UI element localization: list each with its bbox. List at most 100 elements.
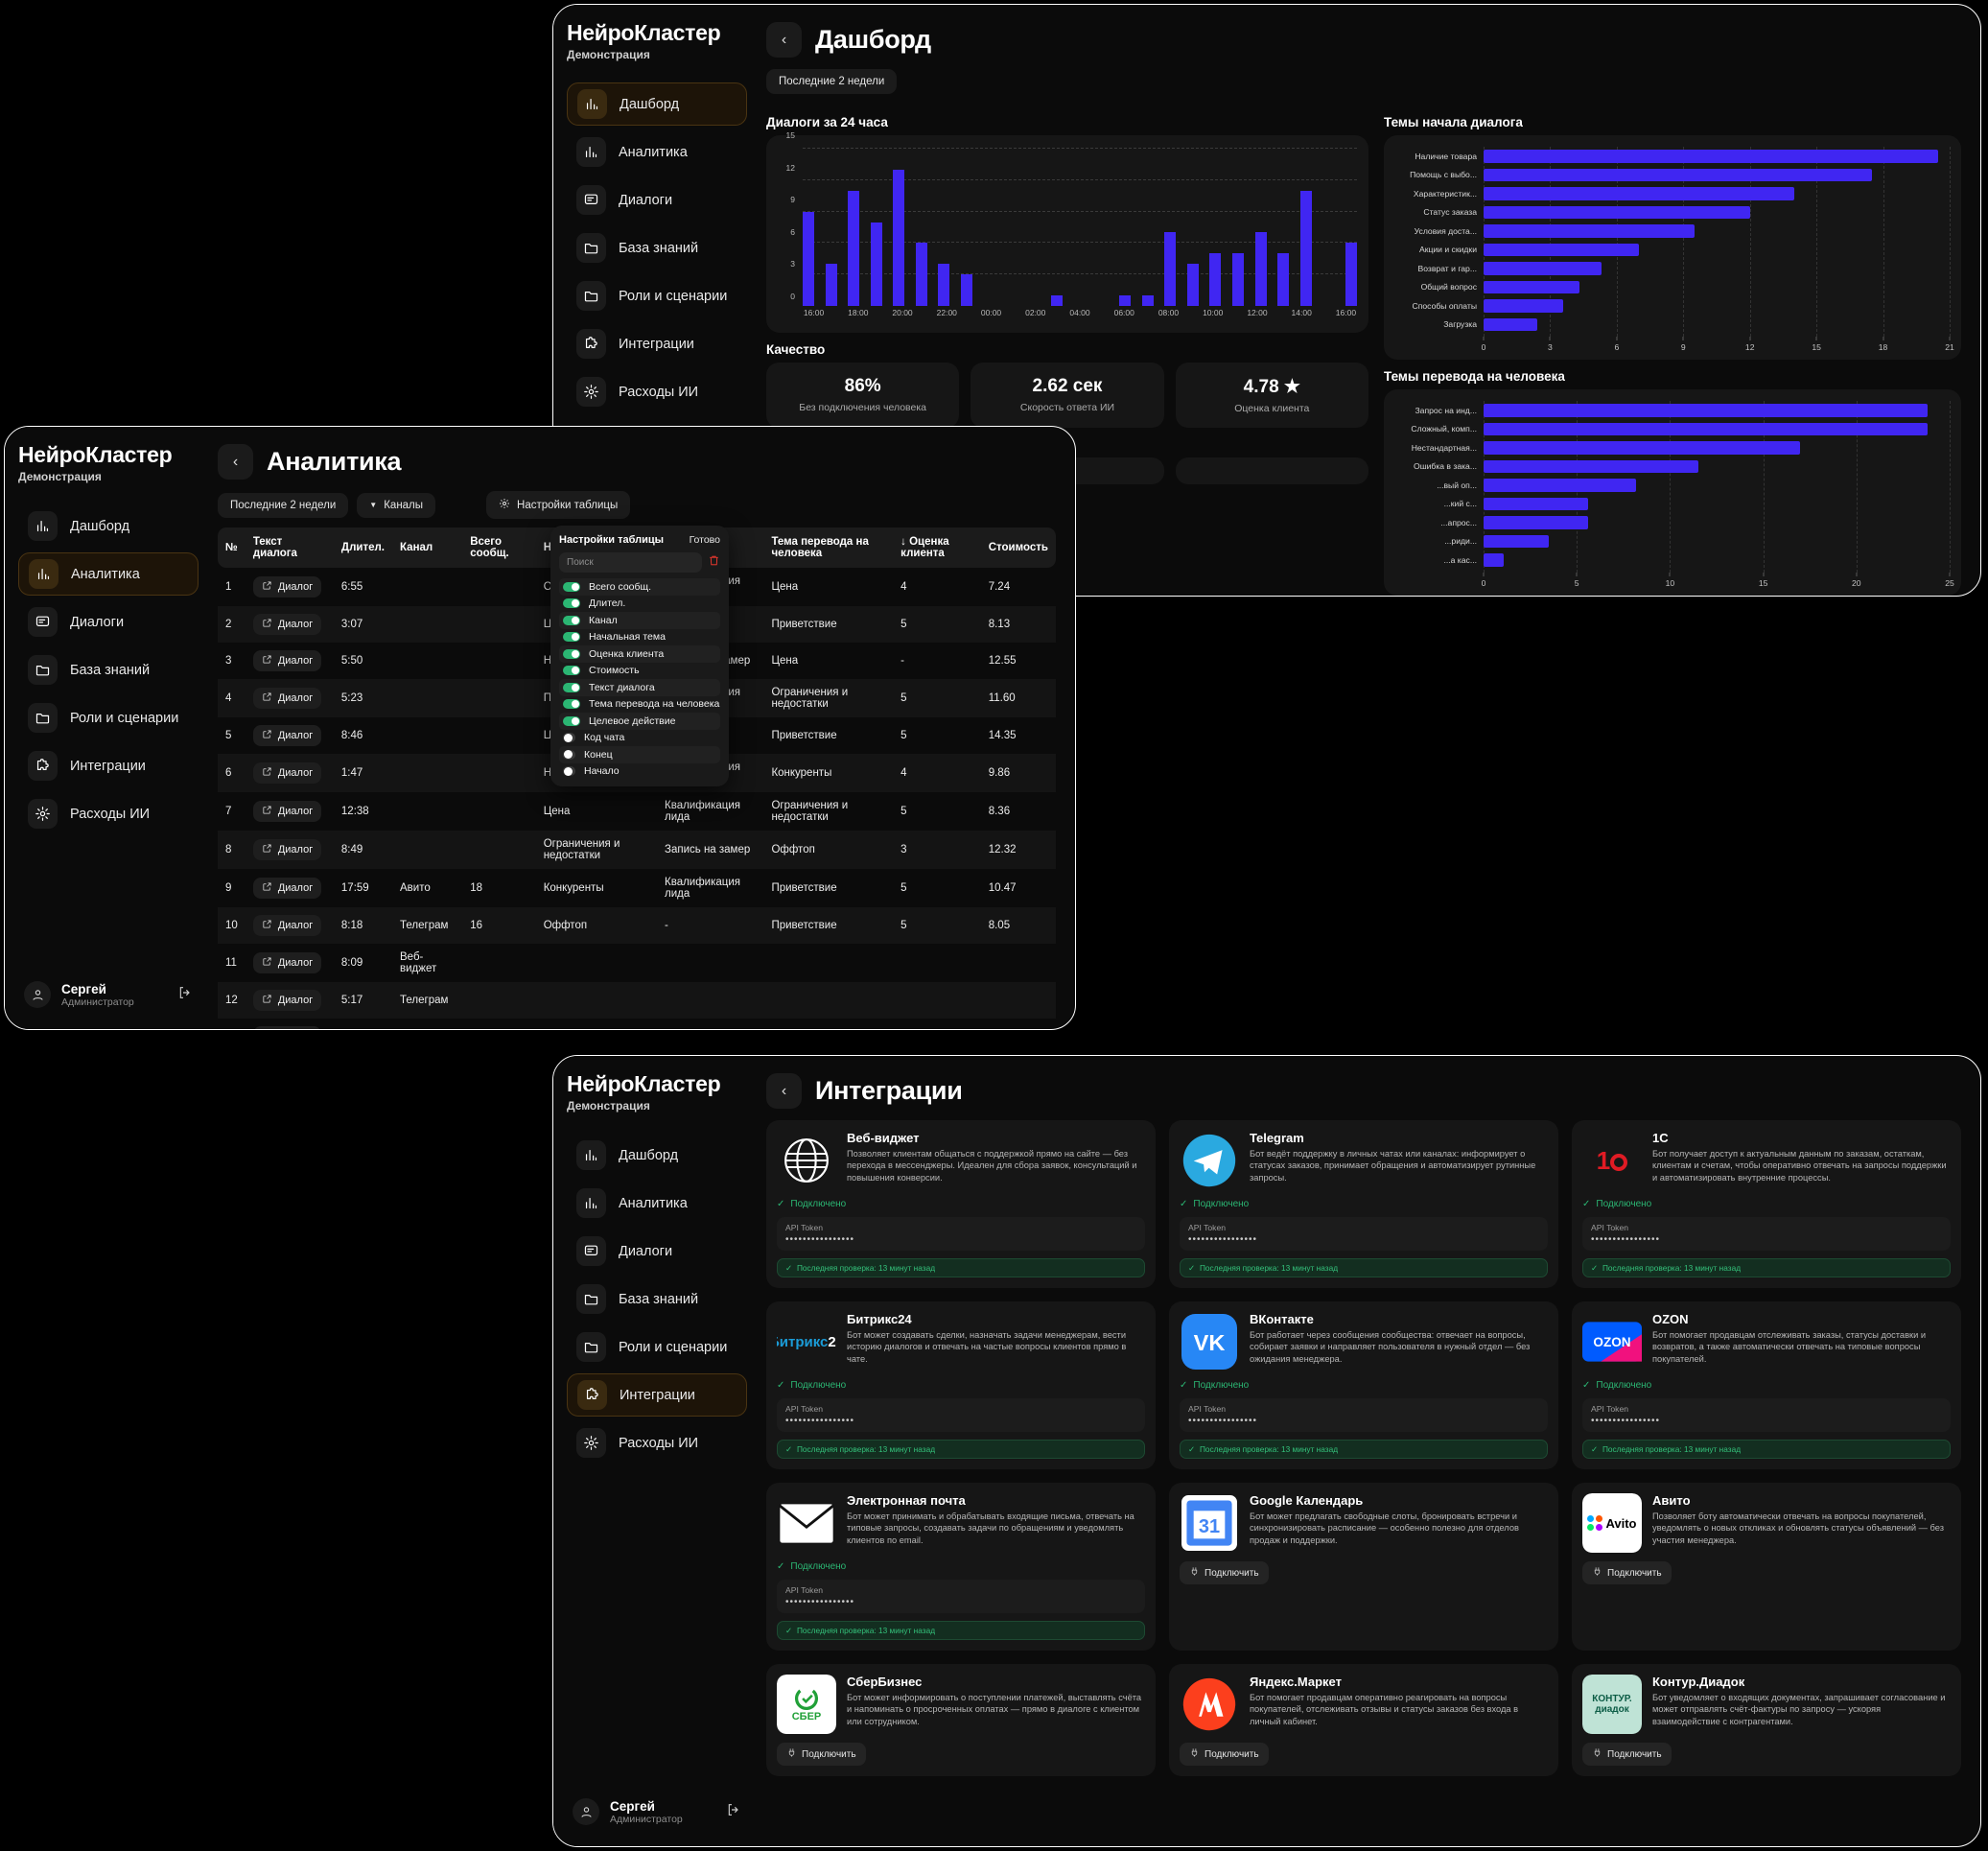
- settings-toggle-row[interactable]: Всего сообщ.: [559, 578, 720, 596]
- api-token-field[interactable]: API Token ••••••••••••••••: [777, 1217, 1145, 1251]
- table-column-header[interactable]: Текст диалога: [245, 527, 334, 568]
- api-token-field[interactable]: API Token ••••••••••••••••: [1180, 1398, 1548, 1432]
- integration-card[interactable]: Telegram Бот ведёт поддержку в личных ча…: [1169, 1120, 1558, 1288]
- integration-card[interactable]: Электронная почта Бот может принимать и …: [766, 1483, 1156, 1651]
- toggle-switch[interactable]: [563, 766, 575, 777]
- sidebar-item-диалоги[interactable]: Диалоги: [567, 1230, 747, 1273]
- trash-icon[interactable]: [708, 554, 720, 572]
- sidebar-item-аналитика[interactable]: Аналитика: [18, 552, 199, 596]
- settings-toggle-row[interactable]: Целевое действие: [559, 713, 720, 730]
- table-column-header[interactable]: №: [218, 527, 246, 568]
- sidebar-item-дашборд[interactable]: Дашборд: [567, 1134, 747, 1177]
- back-button[interactable]: ‹: [218, 444, 253, 480]
- cell-dialog[interactable]: Диалог: [246, 568, 334, 606]
- toggle-switch[interactable]: [563, 749, 575, 760]
- sidebar-item-расходы-ии[interactable]: Расходы ИИ: [567, 370, 747, 413]
- dialog-link[interactable]: Диалог: [252, 762, 322, 784]
- table-settings-button[interactable]: Настройки таблицы: [486, 491, 631, 519]
- connect-button[interactable]: Подключить: [1180, 1561, 1269, 1584]
- table-column-header[interactable]: Всего сообщ.: [462, 527, 536, 568]
- toggle-switch[interactable]: [563, 598, 580, 609]
- dialog-link[interactable]: Диалог: [252, 801, 322, 822]
- toggle-switch[interactable]: [563, 666, 580, 676]
- integration-card[interactable]: OZON OZON Бот помогает продавцам отслежи…: [1572, 1301, 1961, 1469]
- sidebar-item-аналитика[interactable]: Аналитика: [567, 130, 747, 174]
- settings-toggle-row[interactable]: Оценка клиента: [559, 645, 720, 663]
- sidebar-item-интеграции[interactable]: Интеграции: [567, 322, 747, 365]
- done-button[interactable]: Готово: [689, 534, 720, 546]
- cell-dialog[interactable]: Диалог: [246, 944, 334, 982]
- cell-dialog[interactable]: Диалог: [245, 982, 334, 1019]
- dialog-link[interactable]: Диалог: [252, 839, 322, 860]
- table-column-header[interactable]: Тема перевода на человека: [763, 527, 894, 568]
- sidebar-item-роли-и-сценарии[interactable]: Роли и сценарии: [567, 1325, 747, 1369]
- sidebar-item-диалоги[interactable]: Диалоги: [567, 178, 747, 222]
- back-button[interactable]: ‹: [766, 22, 802, 58]
- api-token-field[interactable]: API Token ••••••••••••••••: [1180, 1217, 1548, 1251]
- sidebar-item-роли-и-сценарии[interactable]: Роли и сценарии: [18, 696, 199, 739]
- toggle-switch[interactable]: [563, 715, 580, 726]
- sidebar-item-дашборд[interactable]: Дашборд: [567, 82, 747, 126]
- sidebar-item-расходы-ии[interactable]: Расходы ИИ: [18, 792, 199, 835]
- logout-icon[interactable]: [177, 985, 193, 1005]
- table-row[interactable]: 7 Диалог 12:38 Цена Квалификация лида Ог…: [218, 792, 1056, 831]
- table-column-header[interactable]: ↓ Оценка клиента: [893, 527, 981, 568]
- integration-card[interactable]: Яндекс.Маркет Бот помогает продавцам опе…: [1169, 1664, 1558, 1776]
- api-token-field[interactable]: API Token ••••••••••••••••: [1582, 1398, 1951, 1432]
- table-column-header[interactable]: Длител.: [333, 527, 393, 568]
- integration-card[interactable]: 31 Google Календарь Бот может предлагать…: [1169, 1483, 1558, 1651]
- sidebar-item-диалоги[interactable]: Диалоги: [18, 600, 199, 644]
- sidebar-item-интеграции[interactable]: Интеграции: [18, 744, 199, 787]
- toggle-switch[interactable]: [563, 581, 580, 592]
- sidebar-item-аналитика[interactable]: Аналитика: [567, 1182, 747, 1225]
- dialog-link[interactable]: Диалог: [252, 1026, 322, 1029]
- integration-card[interactable]: КОНТУР. диадок Контур.Диадок Бот уведомля…: [1572, 1664, 1961, 1776]
- table-column-header[interactable]: Канал: [392, 527, 463, 568]
- connect-button[interactable]: Подключить: [1582, 1743, 1672, 1766]
- integration-card[interactable]: 1 1C Бот получает доступ к актуальным да…: [1572, 1120, 1961, 1288]
- dialog-link[interactable]: Диалог: [252, 878, 322, 899]
- cell-dialog[interactable]: Диалог: [245, 754, 334, 792]
- cell-dialog[interactable]: Диалог: [246, 869, 334, 907]
- sidebar-item-база-знаний[interactable]: База знаний: [18, 648, 199, 691]
- table-row[interactable]: 12 Диалог 5:17 Телеграм: [218, 982, 1056, 1019]
- cell-dialog[interactable]: Диалог: [245, 831, 334, 869]
- settings-toggle-row[interactable]: Текст диалога: [559, 679, 720, 696]
- sidebar-item-расходы-ии[interactable]: Расходы ИИ: [567, 1421, 747, 1464]
- channel-filter-chip[interactable]: ▼ Каналы: [357, 492, 436, 518]
- dialog-link[interactable]: Диалог: [252, 576, 322, 597]
- settings-toggle-row[interactable]: Начальная тема: [559, 629, 720, 646]
- sidebar-item-интеграции[interactable]: Интеграции: [567, 1373, 747, 1417]
- sidebar-item-база-знаний[interactable]: База знаний: [567, 226, 747, 269]
- settings-toggle-row[interactable]: Конец: [559, 746, 720, 763]
- table-row[interactable]: 9 Диалог 17:59 Авито 18 Конкуренты Квали…: [218, 869, 1056, 907]
- sidebar-item-роли-и-сценарии[interactable]: Роли и сценарии: [567, 274, 747, 317]
- table-column-header[interactable]: Стоимость: [980, 527, 1056, 568]
- cell-dialog[interactable]: Диалог: [246, 1019, 334, 1029]
- integration-card[interactable]: СБЕР СберБизнес Бот может информировать …: [766, 1664, 1156, 1776]
- dialog-link[interactable]: Диалог: [252, 688, 322, 709]
- api-token-field[interactable]: API Token ••••••••••••••••: [1582, 1217, 1951, 1251]
- integration-card[interactable]: Avito Авито Позволяет боту автоматически…: [1572, 1483, 1961, 1651]
- period-filter-chip[interactable]: Последние 2 недели: [766, 69, 898, 94]
- cell-dialog[interactable]: Диалог: [246, 792, 334, 831]
- settings-toggle-row[interactable]: Начало: [559, 763, 720, 781]
- settings-toggle-row[interactable]: Канал: [559, 612, 720, 629]
- table-row[interactable]: 13 Диалог 9:47 Почта: [218, 1019, 1056, 1029]
- toggle-switch[interactable]: [563, 733, 575, 743]
- dialog-link[interactable]: Диалог: [252, 614, 322, 635]
- toggle-switch[interactable]: [563, 699, 580, 710]
- dialog-link[interactable]: Диалог: [252, 952, 322, 973]
- settings-toggle-row[interactable]: Длител.: [559, 596, 720, 613]
- api-token-field[interactable]: API Token ••••••••••••••••: [777, 1580, 1145, 1613]
- settings-toggle-row[interactable]: Стоимость: [559, 663, 720, 680]
- toggle-switch[interactable]: [563, 682, 580, 692]
- connect-button[interactable]: Подключить: [1582, 1561, 1672, 1584]
- sidebar-item-база-знаний[interactable]: База знаний: [567, 1277, 747, 1321]
- dialog-link[interactable]: Диалог: [252, 915, 322, 936]
- connect-button[interactable]: Подключить: [1180, 1743, 1269, 1766]
- cell-dialog[interactable]: Диалог: [245, 907, 334, 944]
- integration-card[interactable]: VK ВКонтакте Бот работает через сообщени…: [1169, 1301, 1558, 1469]
- settings-toggle-row[interactable]: Код чата: [559, 730, 720, 747]
- connect-button[interactable]: Подключить: [777, 1743, 866, 1766]
